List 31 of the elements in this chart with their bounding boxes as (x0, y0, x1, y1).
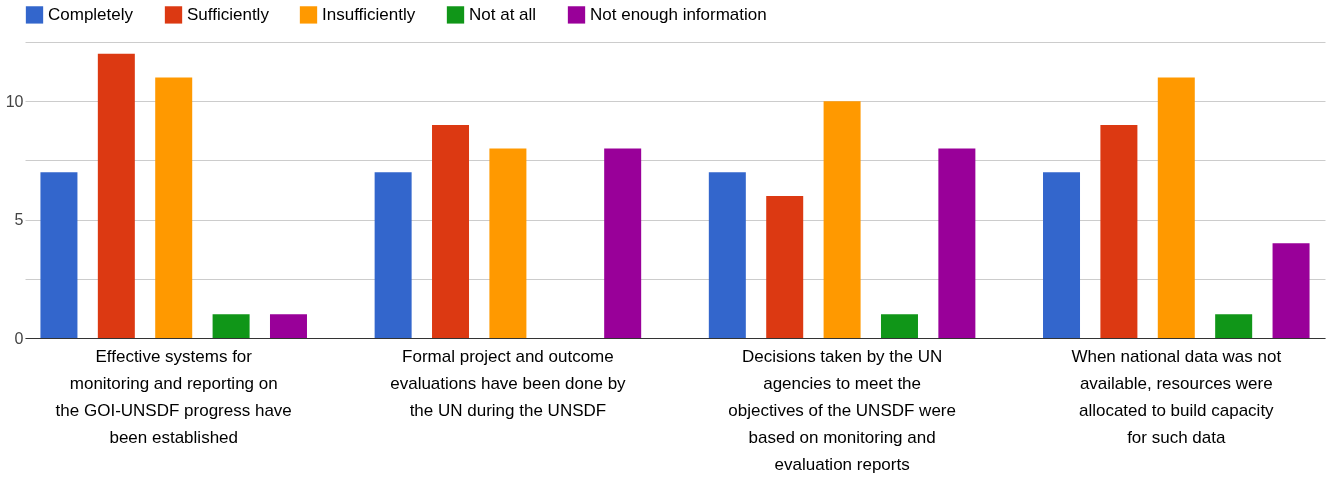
x-tick-label: Formal project and outcome evaluations have been done by the UN during the UNSDF (390, 346, 627, 420)
bar (155, 77, 193, 338)
bar (1043, 172, 1081, 338)
bar (1215, 314, 1253, 338)
y-tick-label: 0 (14, 329, 24, 347)
bar (1157, 77, 1195, 338)
bar (432, 124, 470, 338)
bar (880, 314, 918, 338)
y-tick-label: 5 (14, 211, 24, 229)
bar (374, 172, 412, 338)
legend-label: Not at all (469, 4, 537, 24)
bar (823, 101, 861, 338)
legend-label: Completely (48, 4, 134, 24)
x-tick-label: Decisions taken by the UN agencies to meet the objectives of the UNSDF were based on monitoring and evaluation reports (728, 346, 956, 474)
bar (97, 53, 135, 338)
bar (489, 148, 527, 338)
bar (40, 172, 78, 338)
y-tick-label: 10 (5, 92, 24, 110)
bar (1100, 124, 1138, 338)
bar (269, 314, 307, 338)
legend-label: Insufficiently (322, 4, 416, 24)
bar (604, 148, 642, 338)
legend-label: Not enough information (590, 4, 767, 24)
bar (938, 148, 976, 338)
bar (1272, 243, 1310, 338)
x-tick-label: Effective systems for monitoring and reporting on the GOI-UNSDF progress have been established (55, 346, 292, 447)
x-tick-label: When national data was not available, resources were allocated to build capacity for such data (1071, 346, 1282, 447)
legend-label: Sufficiently (187, 4, 270, 24)
bar (212, 314, 250, 338)
bar (708, 172, 746, 338)
bar (766, 195, 804, 338)
